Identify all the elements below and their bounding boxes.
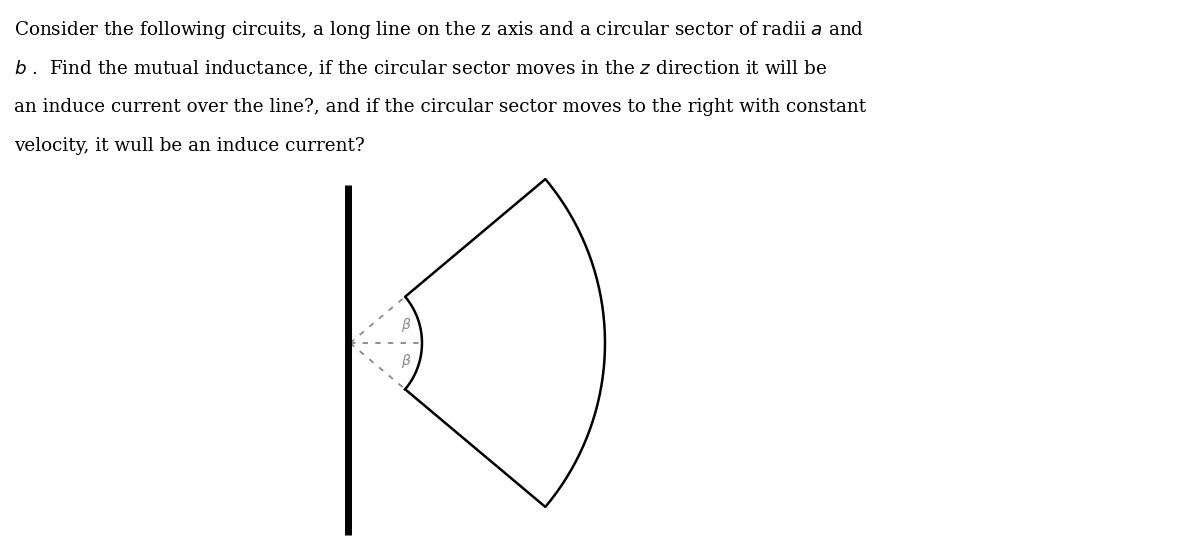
Text: $\beta$: $\beta$ bbox=[401, 316, 412, 334]
Text: $b$ .  Find the mutual inductance, if the circular sector moves in the $z$ direc: $b$ . Find the mutual inductance, if the… bbox=[14, 58, 827, 79]
Text: $\beta$: $\beta$ bbox=[401, 353, 412, 371]
Text: Consider the following circuits, a long line on the z axis and a circular sector: Consider the following circuits, a long … bbox=[14, 19, 864, 41]
Text: velocity, it wull be an induce current?: velocity, it wull be an induce current? bbox=[14, 137, 365, 155]
Text: an induce current over the line?, and if the circular sector moves to the right : an induce current over the line?, and if… bbox=[14, 98, 866, 116]
